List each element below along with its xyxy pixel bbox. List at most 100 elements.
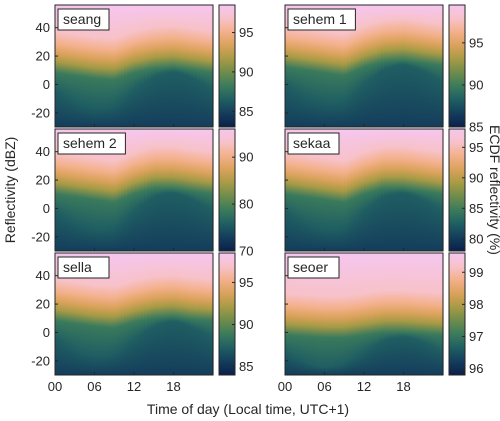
heatmap-cell [291, 5, 296, 127]
heatmap-cell [298, 253, 303, 375]
heatmap-cell [321, 129, 326, 251]
heatmap-cell [58, 5, 63, 127]
heatmap-cell [114, 129, 119, 251]
station-label: seoer [293, 259, 328, 275]
heatmap-cell [433, 5, 438, 127]
heatmap-cell [117, 129, 122, 251]
heatmap-cell [393, 5, 398, 127]
heatmap-cell [301, 129, 306, 251]
colorbar-tick-label: 95 [469, 140, 483, 155]
heatmap-cell [203, 253, 208, 375]
heatmap-cell [416, 5, 421, 127]
heatmap-cell [71, 5, 76, 127]
heatmap-cell [337, 129, 342, 251]
heatmap-cell [433, 129, 438, 251]
heatmap-cell [321, 253, 326, 375]
colorbar-tick-label: 97 [469, 329, 483, 344]
heatmap-cell [377, 253, 382, 375]
heatmap-cell [110, 253, 115, 375]
colorbar-tick-label: 90 [469, 77, 483, 92]
heatmap-cell [114, 5, 119, 127]
heatmap-cell [68, 5, 73, 127]
heatmap-cell [370, 129, 375, 251]
heatmap-cell [419, 129, 424, 251]
heatmap-cell [147, 129, 152, 251]
heatmap-cell [436, 129, 441, 251]
heatmap-cell [173, 5, 178, 127]
heatmap-cell [97, 253, 102, 375]
heatmap-cell [298, 129, 303, 251]
heatmap-cell [347, 5, 352, 127]
panel-0: -20 0 20 40 seang 85 90 95 [31, 4, 253, 128]
heatmap-cell [308, 129, 312, 251]
heatmap-cell [64, 253, 69, 375]
station-label: sehem 2 [63, 135, 117, 151]
heatmap-cell [104, 5, 109, 127]
panel-1: sehem 1 85 90 95 [284, 4, 483, 135]
heatmap-cell [294, 5, 299, 127]
colorbar-tick-label: 90 [239, 317, 253, 332]
heatmap-cell [91, 253, 96, 375]
heatmap-cell [370, 253, 375, 375]
heatmap-cell [285, 253, 289, 375]
heatmap-cell [176, 5, 181, 127]
heatmap-cell [304, 129, 309, 251]
heatmap-cell [91, 5, 96, 127]
heatmap-cell [439, 5, 444, 127]
heatmap-cell [186, 129, 191, 251]
y-tick-label: 0 [43, 325, 50, 340]
heatmap-cell [176, 253, 181, 375]
heatmap-cell [160, 129, 165, 251]
heatmap-cell [334, 253, 339, 375]
heatmap-cell [186, 253, 191, 375]
heatmap-cell [78, 5, 82, 127]
colorbar [218, 4, 236, 128]
heatmap-cell [308, 5, 312, 127]
heatmap-cell [117, 5, 122, 127]
heatmap-cell [163, 253, 168, 375]
y-axis-label: Reflectivity (dBZ) [2, 137, 18, 244]
heatmap-cell [367, 129, 372, 251]
heatmap-cell [327, 129, 332, 251]
colorbar-tick-label: 96 [469, 361, 483, 376]
heatmap-cell [288, 5, 293, 127]
heatmap-cell [413, 5, 418, 127]
heatmap-cell [426, 129, 431, 251]
heatmap-cell [193, 129, 198, 251]
heatmap-cell [390, 5, 395, 127]
heatmap-cell [94, 129, 99, 251]
heatmap-cell [84, 5, 89, 127]
heatmap-cell [199, 129, 204, 251]
heatmap-cell [87, 129, 92, 251]
heatmap-cell [380, 129, 385, 251]
heatmap-cell [91, 129, 96, 251]
heatmap-cell [189, 253, 194, 375]
heatmap-cell [68, 129, 73, 251]
heatmap-cell [311, 5, 316, 127]
heatmap-cell [183, 253, 188, 375]
x-tick-label: 06 [317, 379, 331, 394]
heatmap-cell [317, 129, 322, 251]
heatmap-cell [423, 5, 428, 127]
heatmap-cell [61, 253, 66, 375]
heatmap-cell [406, 129, 411, 251]
heatmap-cell [84, 129, 89, 251]
heatmap-cell [176, 129, 181, 251]
heatmap-cell [429, 5, 434, 127]
heatmap-cell [193, 5, 198, 127]
heatmap-cell [140, 253, 145, 375]
heatmap-cell [387, 253, 391, 375]
heatmap-cell [206, 129, 211, 251]
heatmap-cell [423, 253, 428, 375]
heatmap-cell [97, 129, 102, 251]
heatmap-cell [400, 129, 405, 251]
heatmap-cell [396, 5, 401, 127]
colorbar-tick-label: 98 [469, 297, 483, 312]
heatmap-cell [55, 129, 59, 251]
heatmap-cell [416, 253, 421, 375]
heatmap-cell [393, 253, 398, 375]
heatmap-cell [426, 5, 431, 127]
heatmap-cell [55, 253, 59, 375]
heatmap-cell [357, 5, 362, 127]
heatmap-cell [367, 5, 372, 127]
